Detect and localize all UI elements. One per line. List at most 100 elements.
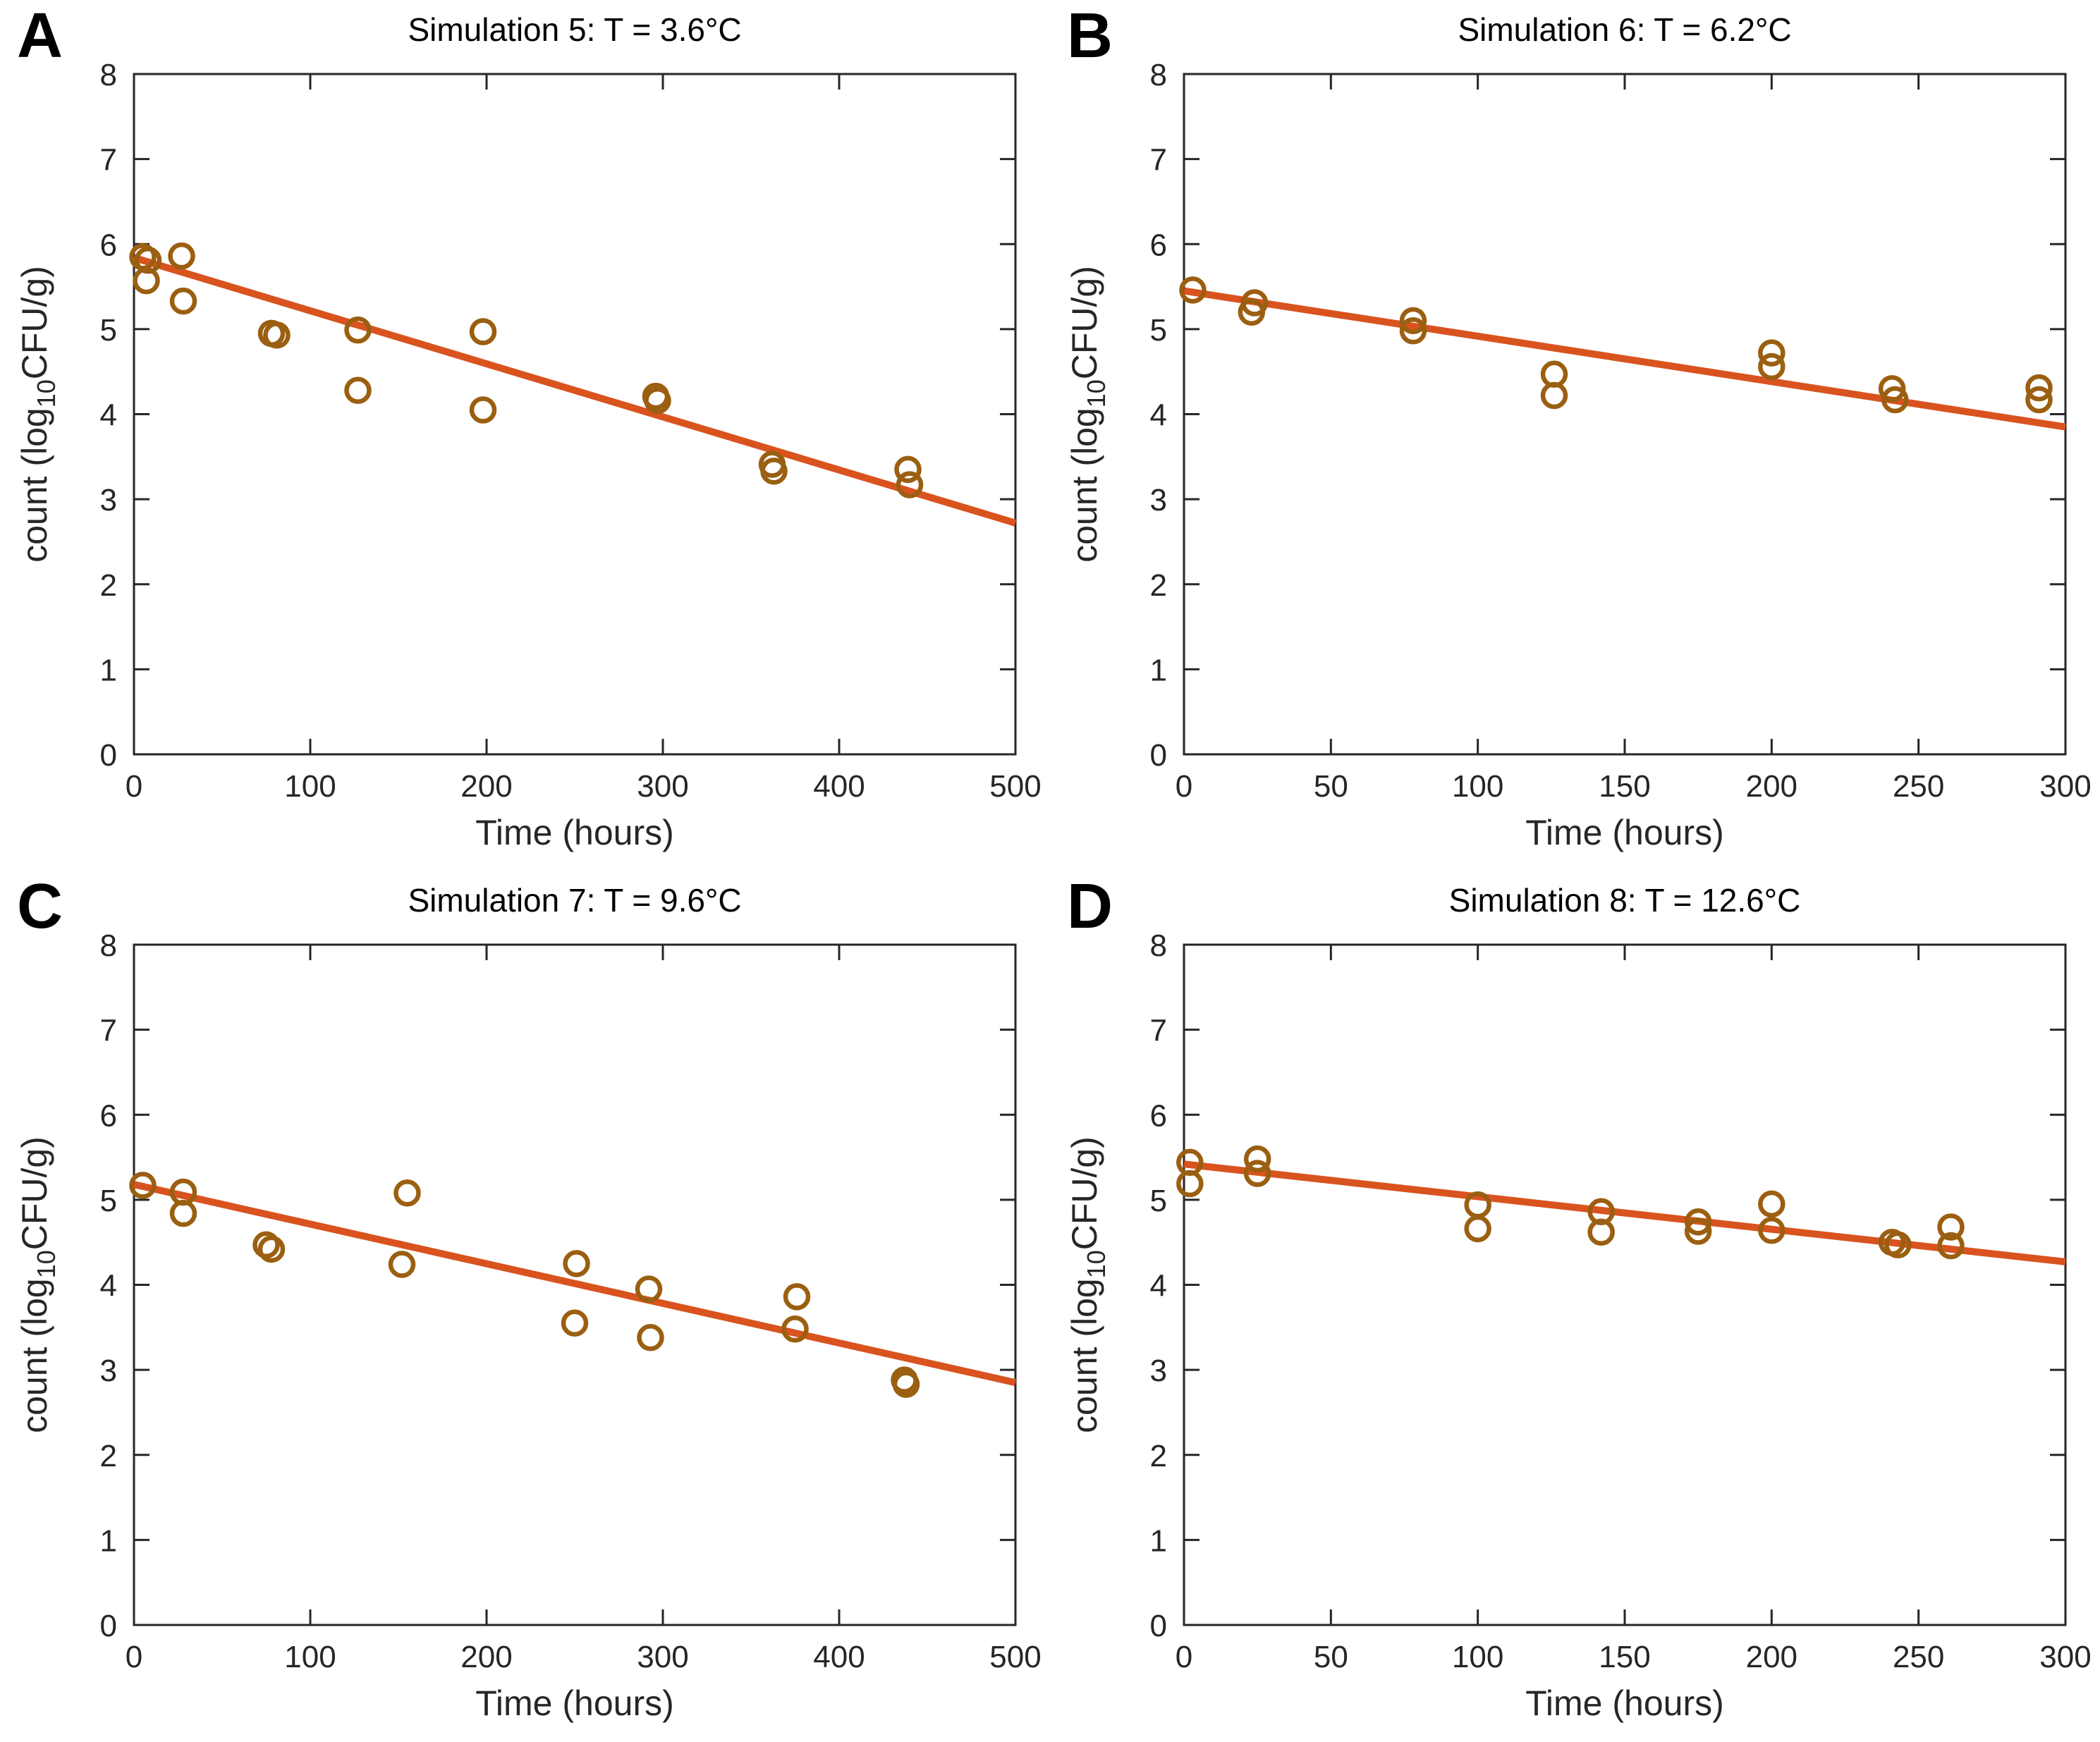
y-tick-label: 3 <box>1150 1354 1167 1388</box>
data-point <box>2025 386 2053 414</box>
y-tick-label: 5 <box>1150 1184 1167 1218</box>
data-point <box>169 287 197 315</box>
chart-simulation-5: Simulation 5: T = 3.6°C 0 100 200 300 400 500 0… <box>15 11 1042 852</box>
y-tick-label: 0 <box>1150 1609 1167 1643</box>
data-point <box>393 1179 421 1207</box>
x-tick-label: 200 <box>1746 769 1797 804</box>
plot-box <box>1183 73 2067 756</box>
data-point <box>563 1250 590 1277</box>
data-point <box>1684 1208 1712 1236</box>
data-point <box>169 1199 197 1227</box>
data-point <box>1881 386 1909 414</box>
x-tick-label: 500 <box>989 1640 1041 1674</box>
x-tick-label: 150 <box>1599 1640 1650 1674</box>
chart-title: Simulation 8: T = 12.6°C <box>1449 882 1801 919</box>
data-point <box>1399 307 1427 335</box>
data-point <box>1884 1231 1912 1259</box>
panel-letter: C <box>17 871 63 942</box>
x-tick-label: 400 <box>813 1640 865 1674</box>
data-point <box>1878 375 1906 403</box>
y-tick-label: 1 <box>100 653 117 687</box>
y-tick-label: 4 <box>100 398 117 433</box>
data-point <box>168 242 195 270</box>
data-point <box>2025 374 2053 402</box>
data-point <box>1758 339 1785 367</box>
y-tick-label: 6 <box>100 228 117 262</box>
data-point <box>1758 1190 1785 1218</box>
x-tick-label: 100 <box>284 1640 336 1674</box>
data-point <box>783 1283 811 1311</box>
x-tick-label: 50 <box>1314 769 1348 804</box>
y-tick-label: 6 <box>100 1098 117 1133</box>
data-point <box>561 1309 589 1337</box>
chart-title: Simulation 5: T = 3.6°C <box>408 11 741 48</box>
plot-box <box>1183 943 2067 1626</box>
y-tick-label: 8 <box>1150 928 1167 963</box>
data-point <box>896 471 924 498</box>
y-tick-label: 5 <box>100 1184 117 1218</box>
y-tick-label: 4 <box>1150 1269 1167 1304</box>
data-point <box>1243 1160 1271 1187</box>
data-point <box>1179 276 1207 304</box>
y-axis-label: count (log10CFU/g) <box>15 1136 61 1433</box>
x-tick-label: 100 <box>1452 1640 1503 1674</box>
fit-line <box>1183 287 2066 431</box>
y-tick-label: 4 <box>100 1269 117 1304</box>
x-axis-label: Time (hours) <box>475 813 674 852</box>
y-tick-label: 7 <box>1150 1014 1167 1048</box>
data-point <box>781 1315 809 1343</box>
x-tick-label: 300 <box>637 1640 688 1674</box>
y-tick-label: 5 <box>100 313 117 348</box>
data-point <box>644 386 671 415</box>
data-point <box>1176 1170 1204 1198</box>
panel-letter: B <box>1067 1 1113 71</box>
y-tick-label: 3 <box>100 483 117 517</box>
x-tick-label: 50 <box>1314 1640 1348 1674</box>
y-tick-label: 0 <box>100 1609 117 1643</box>
x-tick-label: 300 <box>2039 1640 2091 1674</box>
data-point <box>344 376 372 404</box>
y-tick-label: 3 <box>1150 483 1167 517</box>
data-point <box>1937 1232 1965 1260</box>
data-point <box>1464 1215 1491 1243</box>
x-tick-label: 400 <box>813 769 865 804</box>
data-point <box>637 1324 664 1351</box>
x-axis-label: Time (hours) <box>1525 813 1724 852</box>
panel-letter: A <box>17 1 63 71</box>
x-tick-label: 200 <box>1746 1640 1797 1674</box>
chart-simulation-6: Simulation 6: T = 6.2°C0 50 100 150 200 250 30… <box>1065 11 2092 852</box>
data-point <box>1937 1213 1965 1241</box>
data-point <box>635 1275 663 1303</box>
y-tick-label: 7 <box>100 143 117 178</box>
x-tick-label: 200 <box>460 769 512 804</box>
fit-line <box>133 1181 1017 1387</box>
x-tick-label: 0 <box>126 769 142 804</box>
y-tick-label: 8 <box>1150 58 1167 92</box>
data-point <box>1587 1218 1615 1246</box>
y-tick-label: 6 <box>1150 228 1167 262</box>
data-point <box>892 1370 920 1398</box>
panel-simulation-8: D Simulation 8: T = 12.6°C 0 50 100 150 200 25… <box>1050 871 2100 1741</box>
y-axis-label: count (log10CFU/g) <box>1065 1136 1111 1433</box>
chart-title: Simulation 6: T = 6.2°C <box>1458 11 1791 48</box>
x-tick-label: 0 <box>126 1640 142 1674</box>
data-point <box>263 321 291 349</box>
panel-simulation-7: C Simulation 7: T = 9.6°C 0 100 200 300 400 50… <box>0 871 1050 1741</box>
fit-line <box>133 254 1017 527</box>
x-tick-label: 500 <box>989 769 1041 804</box>
y-tick-label: 6 <box>1150 1098 1167 1133</box>
x-tick-label: 300 <box>2039 769 2091 804</box>
data-point <box>1758 1217 1785 1244</box>
data-point <box>760 458 788 485</box>
data-point <box>344 316 372 344</box>
data-point <box>1758 352 1785 381</box>
x-axis-label: Time (hours) <box>1525 1683 1724 1723</box>
data-point <box>1238 298 1266 326</box>
data-point <box>1399 317 1427 345</box>
data-point <box>1540 381 1568 410</box>
x-tick-label: 100 <box>1452 769 1503 804</box>
y-tick-label: 2 <box>1150 568 1167 603</box>
data-point <box>469 396 497 424</box>
data-point <box>252 1231 280 1259</box>
